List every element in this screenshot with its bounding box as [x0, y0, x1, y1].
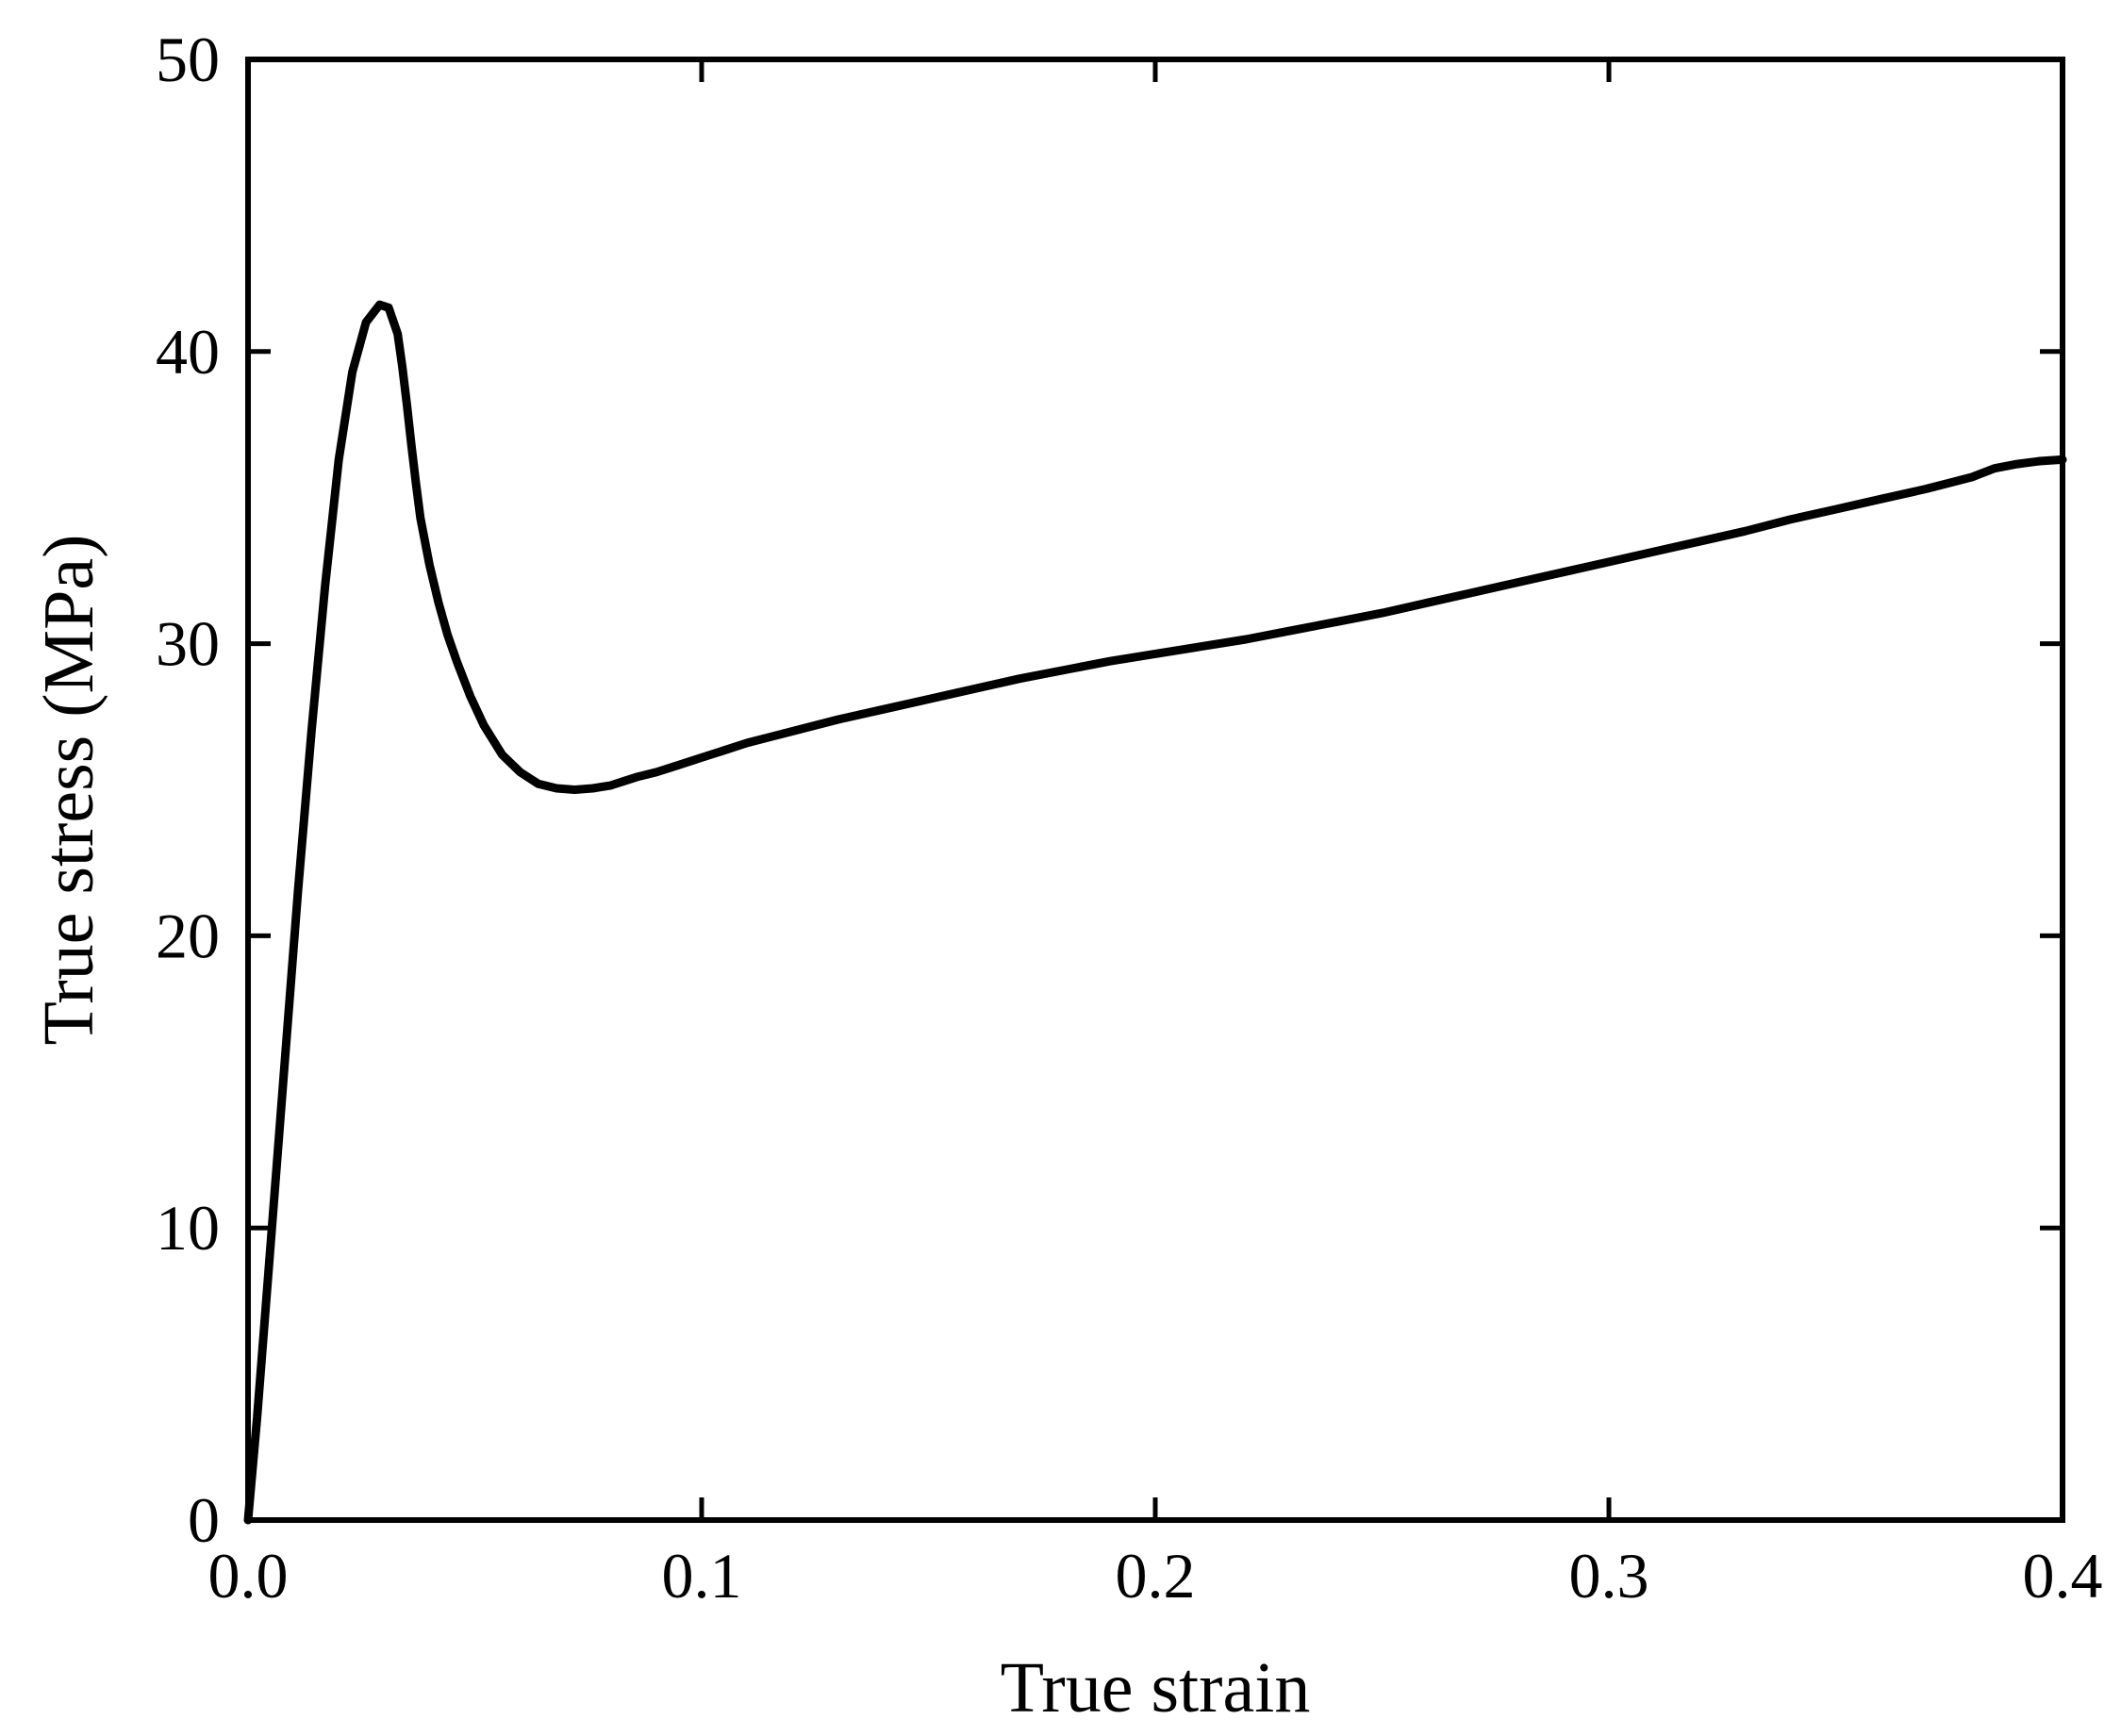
- y-tick-label: 40: [156, 316, 220, 388]
- axis-ticks: [245, 57, 2065, 1523]
- series-line: [243, 300, 2067, 1525]
- y-tick-label: 0: [188, 1484, 220, 1556]
- x-tick-label: 0.3: [1569, 1540, 1649, 1612]
- y-tick-label: 20: [156, 900, 220, 971]
- x-axis-title: True strain: [1001, 1648, 1311, 1728]
- y-tick-label: 50: [156, 24, 220, 95]
- data-series: [243, 300, 2067, 1525]
- y-tick-label: 10: [156, 1192, 220, 1264]
- x-tick-label: 0.2: [1116, 1540, 1196, 1612]
- y-axis-title: True stress (MPa): [29, 535, 108, 1046]
- x-tick-label: 0.1: [662, 1540, 742, 1612]
- plot-frame: [245, 57, 2065, 1523]
- axis-tick-labels: 0.0 0.1 0.2 0.3 0.4 0 10 20 30 40 50: [156, 24, 2103, 1612]
- x-tick-label: 0.4: [2023, 1540, 2103, 1612]
- y-tick-label: 30: [156, 608, 220, 680]
- x-tick-label: 0.0: [208, 1540, 289, 1612]
